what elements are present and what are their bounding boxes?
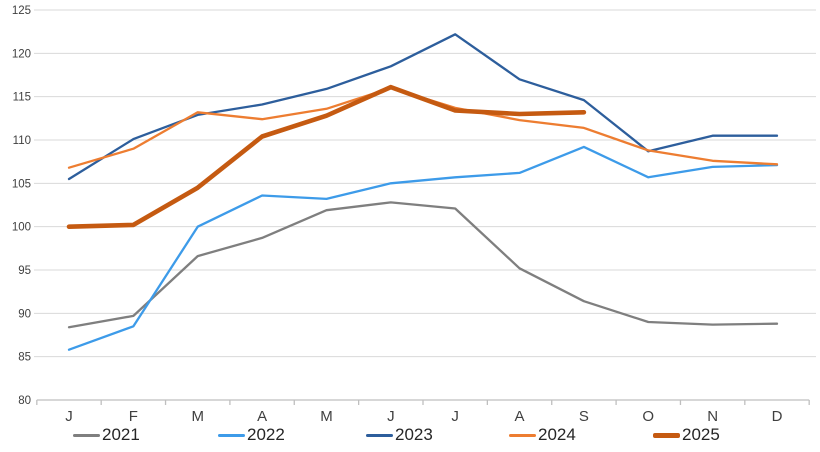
x-tick-label-5: J — [387, 408, 395, 425]
legend-label-2022: 2022 — [247, 425, 285, 444]
legend-swatch-2024 — [509, 433, 536, 437]
y-tick-label-125: 125 — [12, 5, 31, 17]
y-tick-label-100: 100 — [12, 222, 31, 234]
legend-label-2025: 2025 — [682, 425, 720, 444]
y-tick-label-120: 120 — [12, 48, 31, 60]
legend-item-2021: 2021 — [73, 424, 140, 446]
x-tick-label-3: A — [257, 408, 267, 425]
x-tick-label-9: O — [642, 408, 654, 425]
series-line-2021 — [67, 201, 779, 329]
x-tick-label-10: N — [707, 408, 718, 425]
x-tick-label-1: F — [129, 408, 138, 425]
legend-swatch-2025 — [653, 432, 680, 438]
y-tick-label-95: 95 — [18, 265, 31, 277]
x-tick-label-8: S — [579, 408, 589, 425]
legend-item-2025: 2025 — [653, 424, 720, 446]
y-tick-label-80: 80 — [18, 395, 31, 407]
chart-legend: 2021 2022 2023 2024 2025 — [0, 424, 820, 450]
legend-swatch-2021 — [73, 433, 100, 437]
x-tick-label-2: M — [191, 408, 204, 425]
x-tick-label-7: A — [515, 408, 525, 425]
x-tick-label-0: J — [65, 408, 73, 425]
x-tick-label-6: J — [451, 408, 459, 425]
legend-label-2023: 2023 — [395, 425, 433, 444]
legend-item-2024: 2024 — [509, 424, 576, 446]
series-line-2025 — [66, 84, 587, 229]
y-tick-label-110: 110 — [13, 135, 31, 147]
legend-item-2022: 2022 — [218, 424, 285, 446]
series-line-2022 — [67, 145, 779, 351]
legend-label-2021: 2021 — [102, 425, 140, 444]
x-tick-label-11: D — [772, 408, 783, 425]
legend-swatch-2022 — [218, 433, 245, 437]
y-tick-label-115: 115 — [13, 92, 31, 104]
series-line-2023 — [67, 33, 779, 181]
x-tick-label-4: M — [320, 408, 333, 425]
y-tick-label-85: 85 — [18, 352, 31, 364]
y-tick-label-105: 105 — [12, 178, 31, 190]
y-tick-label-90: 90 — [18, 308, 31, 320]
legend-swatch-2023 — [366, 433, 393, 437]
legend-label-2024: 2024 — [538, 425, 576, 444]
legend-item-2023: 2023 — [366, 424, 433, 446]
